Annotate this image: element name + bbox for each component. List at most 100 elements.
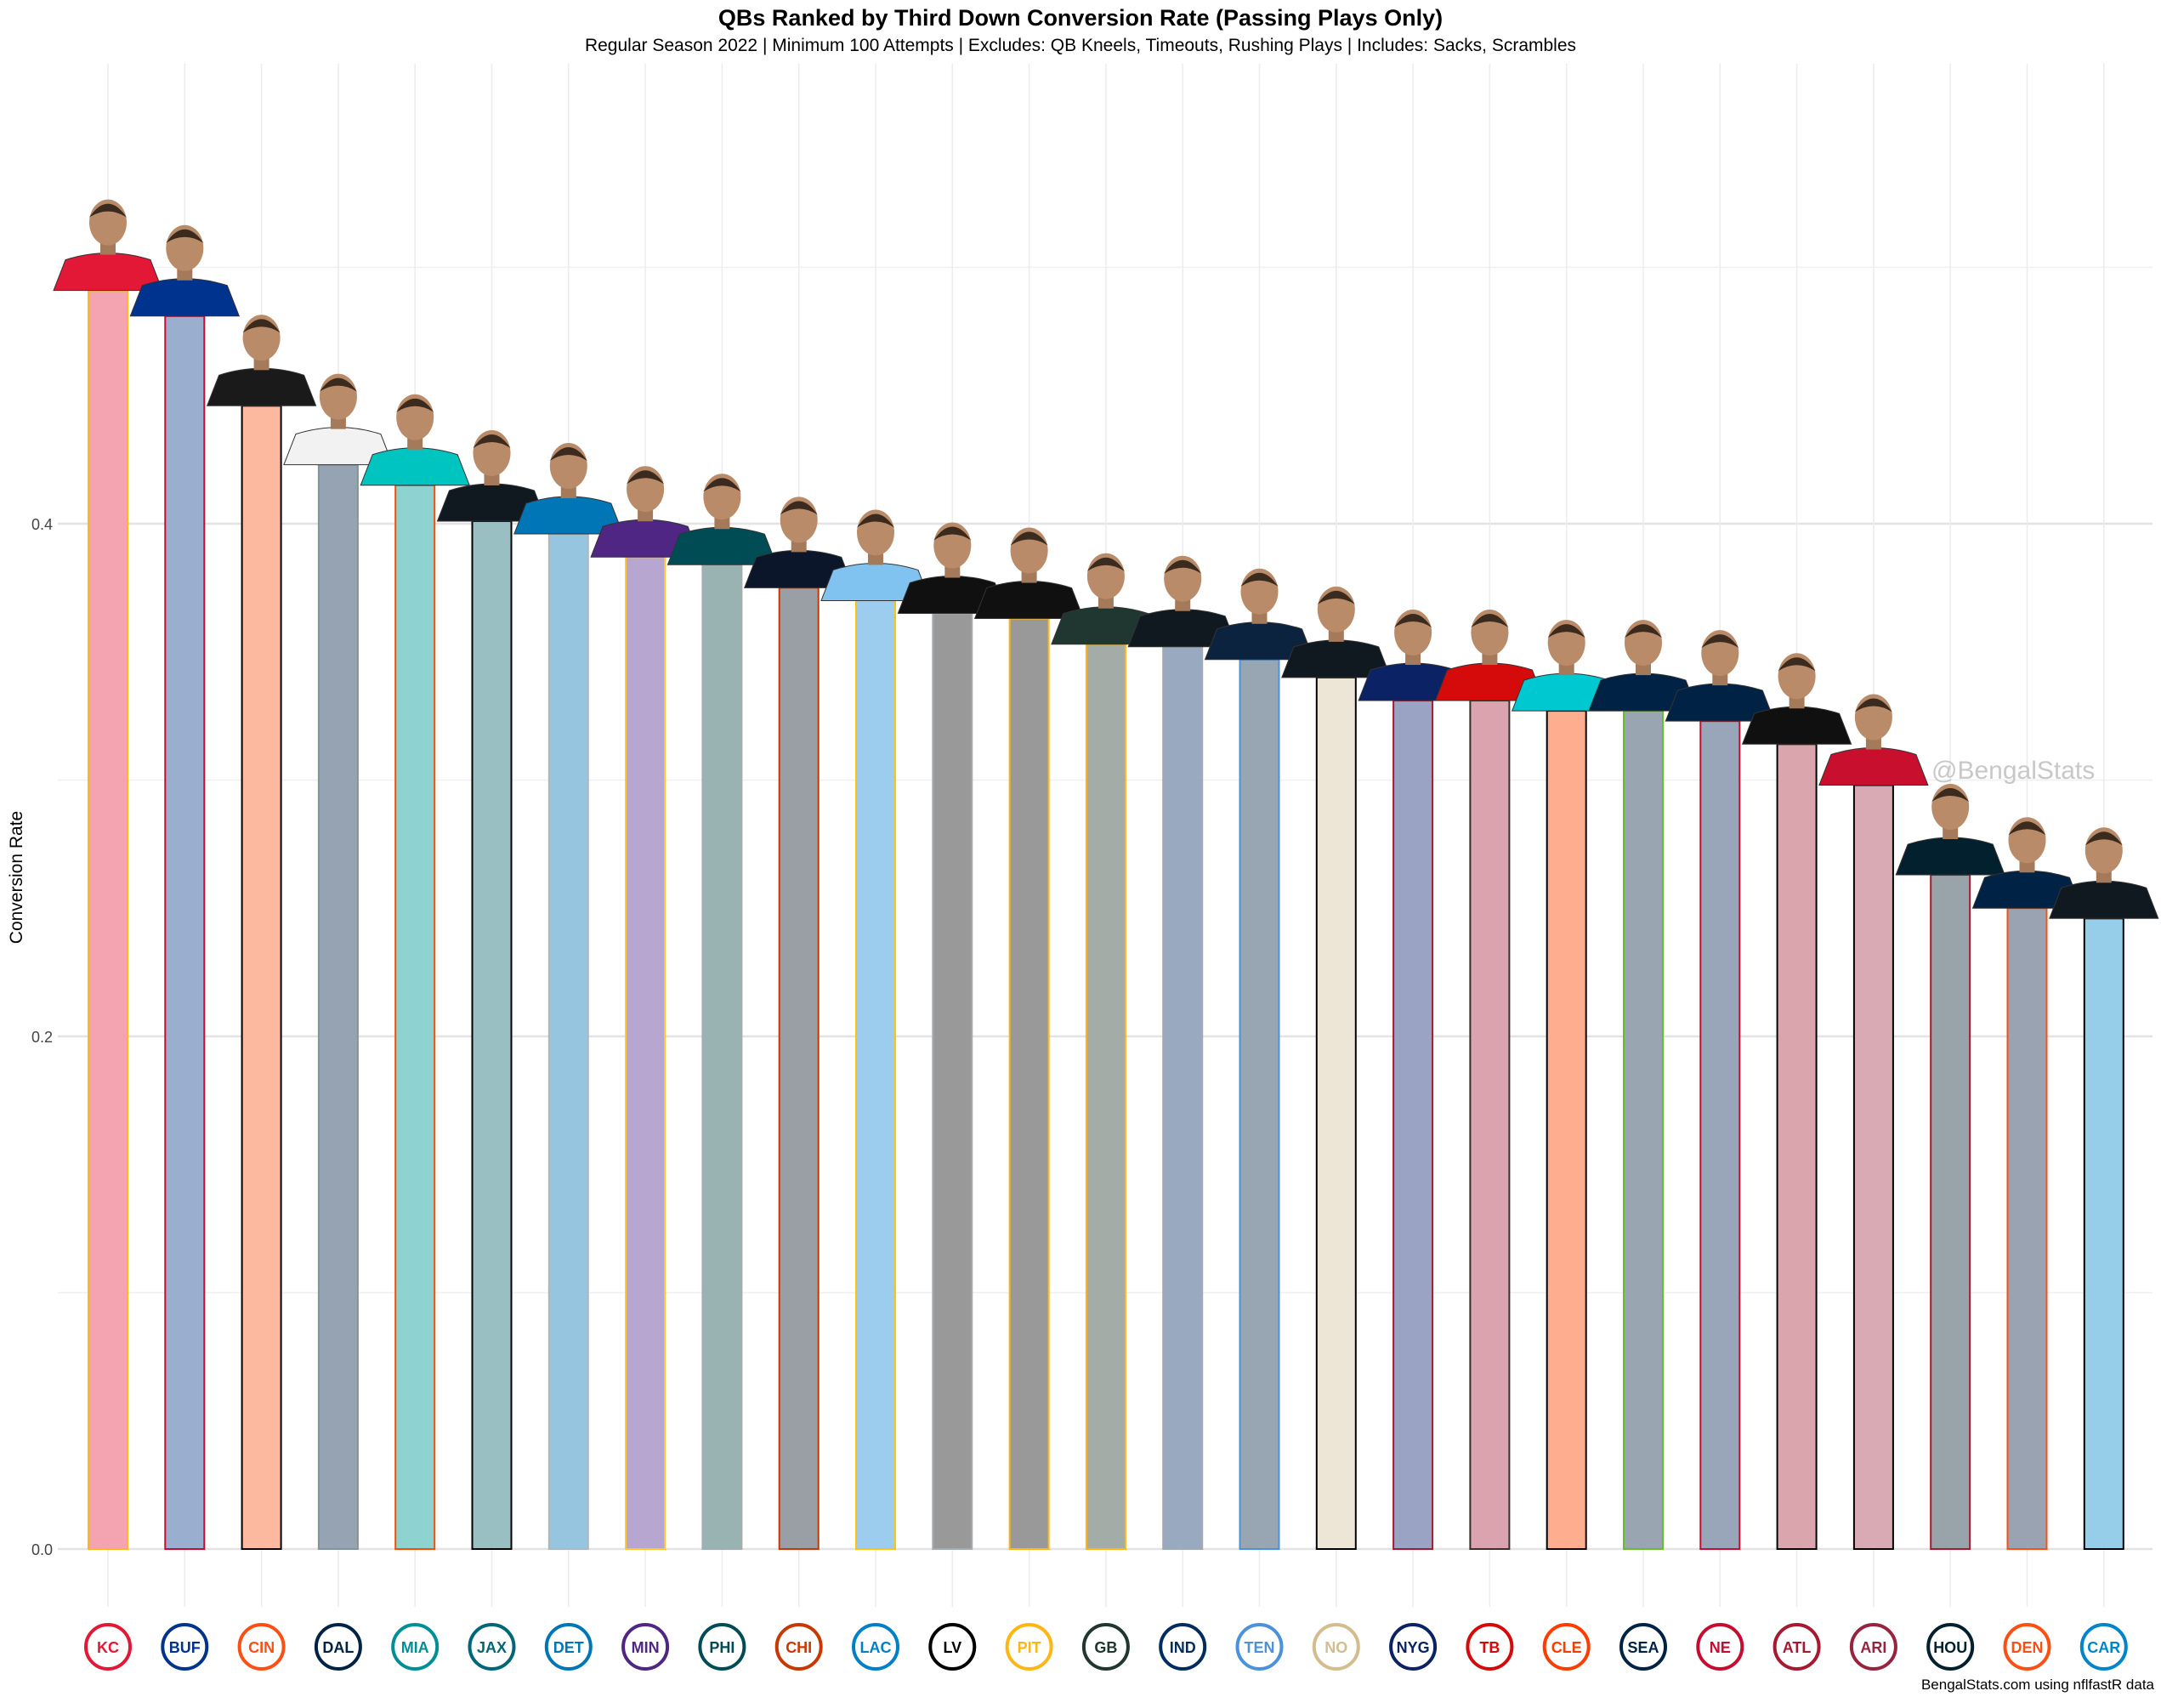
- team-label: MIA: [401, 1639, 429, 1656]
- player-hair: [703, 478, 741, 492]
- player-jersey: [1741, 706, 1852, 745]
- team-label: NYG: [1397, 1639, 1430, 1656]
- team-logo-min-icon: [621, 1623, 670, 1671]
- caption: BengalStats.com using nflfastR data: [1920, 1677, 2154, 1693]
- player-hair: [2084, 831, 2123, 846]
- team-logo-car-icon: [2079, 1623, 2128, 1671]
- team-logo-ne-icon: [1696, 1623, 1744, 1671]
- team-logo-sea-icon: [1619, 1623, 1667, 1671]
- team-logo-gb-icon: [1081, 1623, 1130, 1671]
- team-logo-den-icon: [2003, 1623, 2051, 1671]
- team-logo-det-icon: [544, 1623, 593, 1671]
- player-hair: [1701, 634, 1739, 649]
- team-logo-jax-icon: [468, 1623, 516, 1671]
- team-logo-nyg-icon: [1389, 1623, 1438, 1671]
- team-logo-ind-icon: [1159, 1623, 1207, 1671]
- team-label: PIT: [1018, 1639, 1041, 1656]
- bar-tb: [1469, 700, 1511, 1550]
- team-label: TB: [1479, 1639, 1500, 1656]
- player-hair: [627, 470, 665, 485]
- team-label: TEN: [1245, 1639, 1275, 1656]
- team-label: DET: [553, 1639, 584, 1656]
- bar-det: [547, 533, 589, 1550]
- team-label: CIN: [248, 1639, 275, 1656]
- player-hair: [242, 319, 281, 333]
- team-label: DAL: [322, 1639, 354, 1656]
- player-hair: [1010, 531, 1048, 546]
- team-logo-phi-icon: [698, 1623, 746, 1671]
- team-logo-tb-icon: [1466, 1623, 1514, 1671]
- bar-ind: [1162, 645, 1204, 1550]
- team-label: CHI: [786, 1639, 812, 1656]
- bar-lac: [855, 599, 896, 1551]
- player-hair: [1931, 788, 1970, 803]
- team-logo-ten-icon: [1235, 1623, 1284, 1671]
- bar-gb: [1085, 643, 1126, 1551]
- player-hair: [89, 203, 127, 218]
- team-label: PHI: [709, 1639, 735, 1656]
- y-tick-label: 0.4: [31, 516, 53, 533]
- bar-cle: [1546, 710, 1587, 1550]
- team-logo-cin-icon: [237, 1623, 286, 1671]
- player-jersey: [1895, 837, 2005, 876]
- team-label: LV: [943, 1639, 961, 1656]
- bar-den: [2006, 907, 2048, 1550]
- bar-sea: [1623, 710, 1664, 1550]
- player-hair: [549, 447, 587, 462]
- team-label: HOU: [1933, 1639, 1967, 1656]
- bar-phi: [701, 564, 743, 1550]
- bar-ne: [1699, 720, 1741, 1550]
- player-hair: [1317, 590, 1355, 604]
- bar-dal: [317, 463, 359, 1550]
- player-hair: [1164, 559, 1202, 574]
- bar-kc: [88, 289, 128, 1550]
- player-hair: [319, 377, 357, 392]
- player-hair: [1394, 614, 1432, 628]
- team-logo-no-icon: [1312, 1623, 1360, 1671]
- team-label: LAC: [860, 1639, 892, 1656]
- player-jersey: [2049, 880, 2159, 919]
- bar-buf: [164, 315, 206, 1550]
- team-label: ATL: [1783, 1639, 1812, 1656]
- bar-hou: [1930, 874, 1971, 1551]
- team-logo-mia-icon: [391, 1623, 440, 1671]
- bar-ten: [1239, 658, 1280, 1550]
- team-logo-ari-icon: [1849, 1623, 1897, 1671]
- player-hair: [1854, 698, 1892, 712]
- bar-min: [625, 556, 666, 1551]
- bar-jax: [471, 519, 513, 1550]
- team-logo-atl-icon: [1772, 1623, 1821, 1671]
- player-jersey: [1818, 747, 1929, 786]
- team-label: GB: [1094, 1639, 1117, 1656]
- player-hair: [1471, 614, 1509, 628]
- player-hair: [473, 434, 511, 448]
- y-tick-label: 0.0: [31, 1541, 53, 1558]
- team-label: CAR: [2087, 1639, 2120, 1656]
- player-jersey: [360, 447, 470, 486]
- team-label: NE: [1710, 1639, 1731, 1656]
- team-label: DEN: [2011, 1639, 2043, 1656]
- team-label: JAX: [477, 1639, 507, 1656]
- player-jersey: [129, 278, 241, 317]
- y-tick-label: 0.2: [31, 1029, 53, 1046]
- player-hair: [396, 398, 434, 412]
- player-hair: [780, 501, 818, 515]
- team-label: MIN: [632, 1639, 660, 1656]
- bar-nyg: [1392, 700, 1434, 1550]
- bar-car: [2083, 917, 2124, 1551]
- player-hair: [166, 229, 204, 243]
- team-logo-chi-icon: [774, 1623, 823, 1671]
- team-label: BUF: [169, 1639, 201, 1656]
- team-logo-pit-icon: [1005, 1623, 1053, 1671]
- team-logo-hou-icon: [1926, 1623, 1975, 1671]
- chart-subtitle: Regular Season 2022 | Minimum 100 Attemp…: [584, 36, 1577, 55]
- team-label: ARI: [1860, 1639, 1886, 1656]
- player-hair: [1240, 572, 1279, 587]
- team-logo-lac-icon: [852, 1623, 899, 1671]
- chart-title: QBs Ranked by Third Down Conversion Rate…: [717, 5, 1444, 31]
- team-logo-lv-icon: [928, 1623, 977, 1671]
- team-label: IND: [1170, 1639, 1196, 1656]
- team-logo-dal-icon: [314, 1623, 362, 1671]
- bar-cin: [241, 405, 282, 1550]
